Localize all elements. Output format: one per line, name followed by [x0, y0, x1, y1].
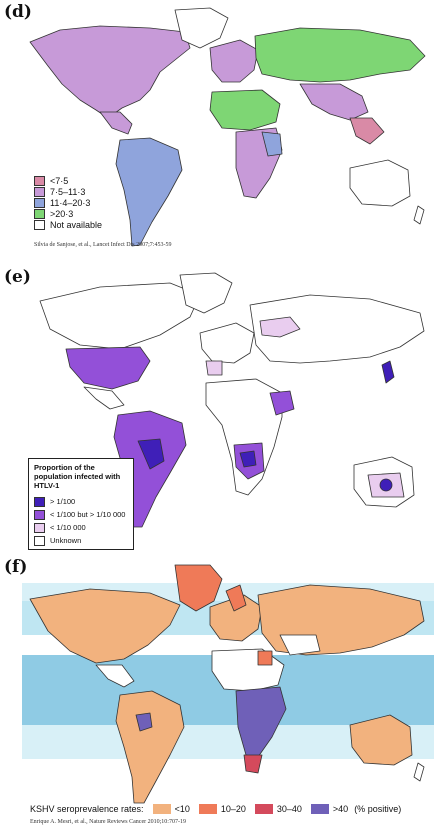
- citation-d: Silvia de Sanjose, et al., Lancet Infect…: [34, 242, 172, 248]
- latitude-band: [22, 759, 434, 799]
- legend-d-item: 11·4–20·3: [34, 197, 102, 208]
- legend-d-text: 11·4–20·3: [50, 197, 91, 208]
- legend-e-swatch: [34, 522, 45, 533]
- legend-e-swatch: [34, 509, 45, 520]
- legend-f-text: >40: [332, 803, 349, 814]
- legend-f-swatch: [254, 803, 273, 814]
- south-america-hotspot-region: [135, 712, 153, 732]
- scandinavia-region: [225, 584, 247, 612]
- legend-f-text: <10: [174, 803, 190, 814]
- middle-east-region: [269, 390, 295, 416]
- legend-e-text: < 1/10 000: [50, 523, 86, 532]
- legend-d-swatch: [34, 197, 45, 208]
- panel-e-htlv-map: (e) Proportion of the population infecte…: [0, 265, 434, 555]
- legend-e-text: < 1/100 but > 1/10 000: [50, 510, 126, 519]
- africa-south-region: [243, 754, 263, 774]
- iberia-region: [205, 360, 223, 376]
- legend-f-swatch: [310, 803, 329, 814]
- south-america-region: [115, 690, 185, 804]
- central-america-region: [99, 111, 133, 135]
- legend-e-item: Unknown: [34, 534, 128, 547]
- legend-f-title: KSHV seroprevalence rates:: [30, 803, 144, 814]
- australia-region: [349, 714, 413, 766]
- central-america-region: [95, 664, 135, 688]
- panel-d-hpv-map: (d) <7·5 7·5–11·3 11·4–20·3 >20·3 Not av…: [0, 0, 434, 265]
- legend-d-text: <7·5: [50, 175, 69, 186]
- legend-e: Proportion of the population infected wi…: [28, 458, 134, 550]
- legend-d-item: <7·5: [34, 175, 102, 186]
- legend-d-text: Not available: [50, 219, 103, 230]
- siberia-region: [259, 316, 301, 338]
- japan-region: [381, 360, 395, 384]
- legend-d-text: >20·3: [50, 208, 74, 219]
- mexico-region: [83, 386, 125, 410]
- europe-region: [209, 594, 263, 642]
- europe-region: [209, 39, 259, 83]
- panel-d-label: (d): [4, 2, 32, 22]
- egypt-region: [257, 650, 273, 666]
- greenland-region: [174, 564, 223, 612]
- greenland-region: [179, 272, 233, 314]
- legend-e-text: Unknown: [50, 536, 82, 545]
- australia-hotspot-region: [379, 478, 393, 492]
- south-america-core-region: [137, 438, 165, 470]
- legend-e-text: > 1/100: [50, 497, 76, 506]
- north-america-region: [29, 588, 181, 664]
- legend-e-item: < 1/10 000: [34, 521, 128, 534]
- legend-f-swatch: [198, 803, 217, 814]
- central-asia-region: [279, 634, 321, 656]
- greenland-region: [174, 7, 229, 49]
- legend-e-swatch: [34, 496, 45, 507]
- southeast-asia-region: [349, 117, 385, 145]
- africa-east-region: [261, 131, 283, 157]
- map-d: [29, 7, 426, 247]
- legend-f: KSHV seroprevalence rates: <10 10–20 30–…: [30, 801, 430, 816]
- north-america-region: [29, 25, 191, 119]
- panel-e-label: (e): [4, 267, 31, 287]
- legend-e-title: Proportion of the population infected wi…: [34, 463, 121, 490]
- legend-f-text: 10–20: [220, 803, 246, 814]
- africa-central-region: [235, 686, 287, 758]
- australia-region: [349, 159, 411, 207]
- legend-e-item: > 1/100: [34, 495, 128, 508]
- legend-d-swatch: [34, 208, 45, 219]
- legend-d-swatch: [34, 219, 45, 230]
- map-f: [22, 564, 434, 804]
- asia-south-region: [299, 83, 369, 121]
- legend-d: <7·5 7·5–11·3 11·4–20·3 >20·3 Not availa…: [34, 175, 102, 230]
- legend-d-swatch: [34, 175, 45, 186]
- new-zealand-region: [413, 205, 425, 225]
- legend-e-item: < 1/100 but > 1/10 000: [34, 508, 128, 521]
- europe-region: [199, 322, 255, 364]
- legend-d-item: 7·5–11·3: [34, 186, 102, 197]
- legend-d-swatch: [34, 186, 45, 197]
- asia-north-region: [254, 27, 426, 83]
- legend-d-item: >20·3: [34, 208, 102, 219]
- asia-region: [249, 294, 425, 364]
- panel-f-label: (f): [4, 557, 28, 577]
- legend-d-text: 7·5–11·3: [50, 186, 86, 197]
- africa-north-region: [209, 89, 281, 131]
- south-america-region: [115, 137, 183, 247]
- new-zealand-region: [413, 762, 425, 782]
- map-e: [39, 272, 425, 528]
- panel-f-kshv-map: (f) KSHV seroprevalence rates: <10 10–20…: [0, 555, 434, 828]
- legend-d-item: Not available: [34, 219, 102, 230]
- canada-region: [39, 282, 201, 350]
- legend-f-suffix: (% positive): [354, 803, 402, 814]
- legend-f-swatch: [152, 803, 171, 814]
- legend-f-text: 30–40: [276, 803, 302, 814]
- legend-e-swatch: [34, 535, 45, 546]
- africa-core-region: [239, 450, 257, 468]
- usa-region: [65, 346, 151, 390]
- citation-f: Enrique A. Mesri, et al., Nature Reviews…: [30, 819, 186, 825]
